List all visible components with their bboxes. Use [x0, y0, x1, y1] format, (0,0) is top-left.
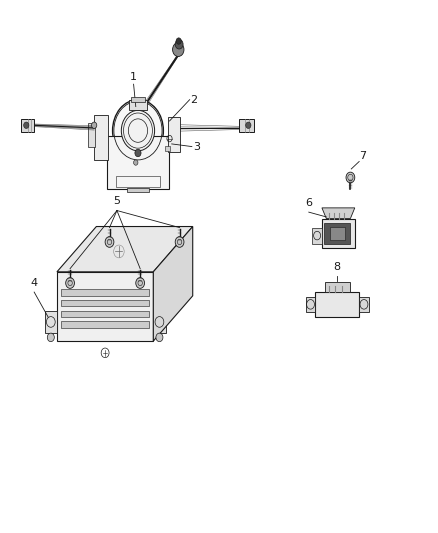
- Polygon shape: [57, 227, 193, 272]
- Circle shape: [92, 122, 97, 128]
- Circle shape: [121, 110, 155, 151]
- Bar: [168, 117, 180, 152]
- Bar: [116, 176, 160, 187]
- Bar: [127, 188, 149, 192]
- Bar: [45, 311, 57, 333]
- Circle shape: [246, 122, 251, 128]
- Bar: [324, 223, 350, 244]
- Bar: [153, 311, 166, 333]
- Text: 4: 4: [31, 278, 38, 288]
- Circle shape: [176, 38, 181, 44]
- Bar: [315, 292, 359, 317]
- Circle shape: [173, 43, 184, 56]
- Text: 7: 7: [359, 151, 366, 161]
- Text: 8: 8: [334, 262, 341, 272]
- Bar: [322, 219, 355, 248]
- Bar: [88, 123, 95, 147]
- Bar: [325, 282, 350, 292]
- Circle shape: [113, 100, 163, 161]
- Polygon shape: [322, 208, 355, 219]
- Bar: [61, 321, 149, 328]
- Bar: [61, 289, 149, 296]
- Bar: [21, 119, 34, 132]
- Bar: [306, 297, 315, 312]
- Circle shape: [135, 149, 141, 157]
- Bar: [129, 100, 147, 110]
- Circle shape: [175, 39, 183, 49]
- Circle shape: [136, 278, 145, 288]
- Circle shape: [66, 278, 74, 288]
- Circle shape: [156, 333, 163, 342]
- Polygon shape: [153, 227, 193, 341]
- Text: 2: 2: [191, 95, 198, 104]
- Circle shape: [47, 333, 54, 342]
- Bar: [330, 227, 345, 240]
- Text: 1: 1: [130, 71, 137, 82]
- Bar: [239, 119, 254, 132]
- Bar: [131, 97, 145, 102]
- Text: 6: 6: [305, 198, 312, 208]
- Bar: [107, 136, 169, 189]
- Bar: [94, 115, 108, 160]
- Circle shape: [24, 122, 29, 128]
- Bar: [61, 300, 149, 306]
- Circle shape: [175, 237, 184, 247]
- Bar: [61, 311, 149, 317]
- Bar: [165, 146, 170, 151]
- Circle shape: [134, 160, 138, 165]
- Text: 3: 3: [193, 142, 200, 151]
- Text: 5: 5: [113, 196, 120, 206]
- Circle shape: [105, 237, 114, 247]
- Bar: [312, 228, 322, 244]
- Polygon shape: [57, 272, 153, 341]
- Bar: [359, 297, 369, 312]
- Circle shape: [346, 172, 355, 183]
